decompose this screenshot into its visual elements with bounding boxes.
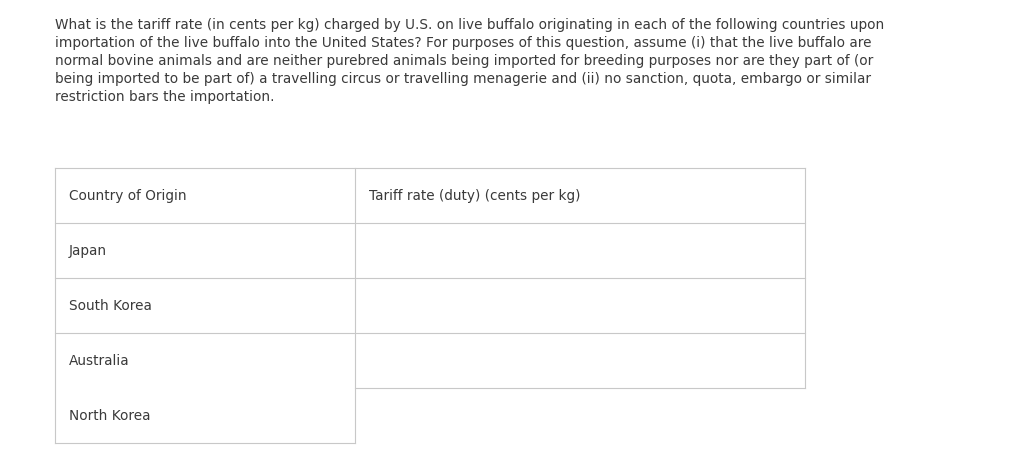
Bar xyxy=(55,168,805,388)
Text: North Korea: North Korea xyxy=(69,408,151,422)
Text: normal bovine animals and are neither purebred animals being imported for breedi: normal bovine animals and are neither pu… xyxy=(55,54,873,68)
Text: Australia: Australia xyxy=(69,354,130,367)
Bar xyxy=(55,388,355,443)
Text: being imported to be part of) a travelling circus or travelling menagerie and (i: being imported to be part of) a travelli… xyxy=(55,72,871,86)
Text: importation of the live buffalo into the United States? For purposes of this que: importation of the live buffalo into the… xyxy=(55,36,871,50)
Text: Country of Origin: Country of Origin xyxy=(69,189,186,202)
Text: restriction bars the importation.: restriction bars the importation. xyxy=(55,90,274,104)
Text: South Korea: South Korea xyxy=(69,299,152,313)
Text: Japan: Japan xyxy=(69,243,108,258)
Text: Tariff rate (duty) (cents per kg): Tariff rate (duty) (cents per kg) xyxy=(369,189,581,202)
Text: What is the tariff rate (in cents per kg) charged by U.S. on live buffalo origin: What is the tariff rate (in cents per kg… xyxy=(55,18,885,32)
